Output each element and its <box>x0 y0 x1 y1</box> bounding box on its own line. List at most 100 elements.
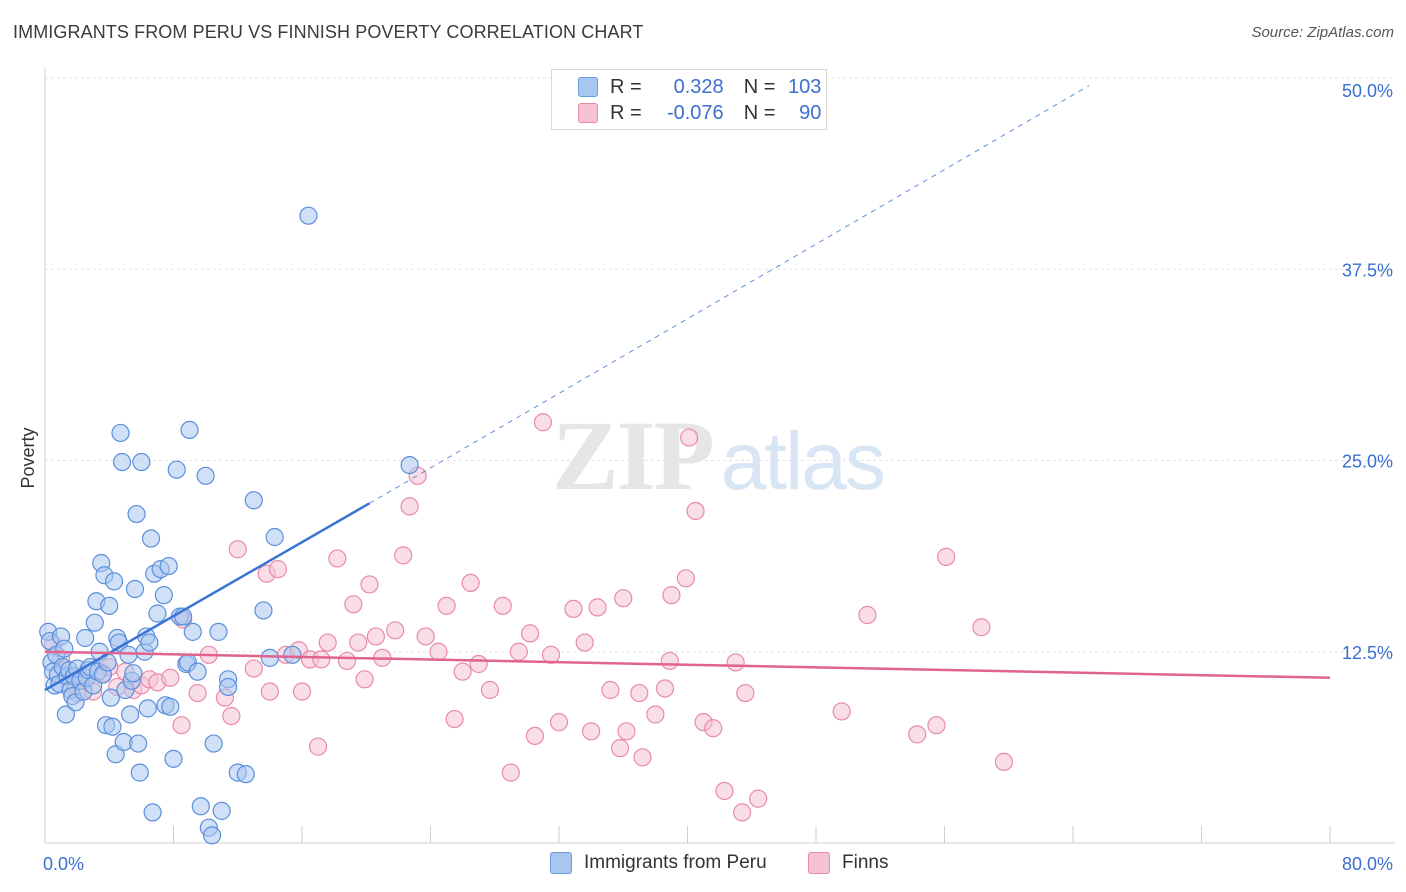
finns-point <box>549 713 569 732</box>
peru-point <box>244 491 263 510</box>
finns-point <box>416 627 435 646</box>
finns-point <box>726 653 745 672</box>
peru-point <box>283 645 302 664</box>
bottom-legend-finns: Finns <box>808 852 888 874</box>
legend-swatch-blue <box>578 77 598 97</box>
finns-point <box>736 683 755 703</box>
y-tick-label: 25.0% <box>1342 452 1393 472</box>
finns-point <box>222 706 241 726</box>
legend-row-peru: R = 0.328 N = 103 <box>578 75 821 99</box>
peru-point <box>260 648 279 667</box>
finns-point <box>337 651 357 671</box>
peru-point <box>101 688 120 707</box>
finns-point <box>493 596 512 615</box>
peru-point <box>236 765 255 784</box>
grid <box>45 77 1395 653</box>
peru-point <box>111 423 130 443</box>
peru-point <box>112 452 132 472</box>
stats-legend: R = 0.328 N = 103 R = -0.076 N = 90 <box>551 69 827 130</box>
legend-n-value: 90 <box>799 101 822 124</box>
finns-point <box>355 670 374 689</box>
finns-point <box>366 627 385 646</box>
finns-point <box>453 662 472 681</box>
finns-point <box>480 680 500 700</box>
finns-point <box>633 748 652 767</box>
finns-point <box>749 789 768 808</box>
finns-point <box>461 573 480 593</box>
peru-point <box>103 717 122 736</box>
finns-point <box>662 586 681 605</box>
peru-point <box>167 460 186 479</box>
finns-point <box>680 428 699 447</box>
finns-point <box>312 650 331 669</box>
finns-point <box>161 668 180 687</box>
finns-point <box>292 682 312 701</box>
legend-n-label: N = <box>743 75 776 98</box>
finns-point <box>994 752 1014 772</box>
finns-point <box>400 497 419 516</box>
axes <box>44 68 1395 844</box>
finns-point <box>575 633 594 652</box>
finns-point <box>244 659 263 678</box>
peru-trendline-dashed <box>369 85 1090 504</box>
peru-point <box>196 466 215 485</box>
peru-trendline <box>44 502 371 692</box>
peru-point <box>76 628 95 648</box>
finns-point <box>469 654 488 674</box>
peru-point <box>125 579 145 599</box>
peru-point <box>104 572 124 591</box>
peru-point <box>204 734 223 753</box>
finns-point <box>308 737 328 756</box>
finns-point <box>937 547 956 566</box>
peru-point <box>138 699 157 718</box>
finns-point <box>704 719 723 738</box>
finns-point <box>686 501 705 521</box>
bottom-swatch-blue <box>550 852 572 874</box>
finns-trendline <box>44 650 1331 680</box>
bottom-swatch-pink <box>808 852 830 874</box>
peru-point <box>56 705 75 724</box>
y-tick-label: 50.0% <box>1342 81 1393 101</box>
finns-point <box>349 633 368 652</box>
source-label: Source: ZipAtlas.com <box>1251 24 1394 41</box>
peru-point <box>180 420 199 439</box>
axis-labels: 12.5% 25.0% 37.5% 50.0% 0.0% 80.0% Poverty <box>18 81 1393 874</box>
peru-point <box>100 596 119 615</box>
peru-point <box>202 826 222 845</box>
peru-point <box>130 763 149 782</box>
peru-point <box>183 622 202 641</box>
finns-point <box>858 605 877 625</box>
legend-swatch-pink <box>578 103 598 123</box>
finns-point <box>328 549 347 568</box>
peru-point <box>129 734 148 753</box>
finns-point <box>630 683 649 703</box>
finns-point <box>972 618 991 637</box>
y-tick-label: 12.5% <box>1342 643 1393 663</box>
finns-point <box>429 642 448 661</box>
peru-point <box>121 705 140 724</box>
peru-point <box>154 586 173 605</box>
x-tick-label-max: 80.0% <box>1342 854 1393 874</box>
finns-point <box>564 599 583 619</box>
watermark-zip: ZIP <box>552 400 715 511</box>
peru-point <box>132 452 151 472</box>
peru-point <box>265 527 284 547</box>
peru-point <box>124 664 143 683</box>
peru-point <box>299 206 318 225</box>
legend-row-finns: R = -0.076 N = 90 <box>578 101 821 125</box>
peru-point <box>219 677 238 697</box>
finns-point <box>344 595 363 614</box>
finns-point <box>188 683 207 703</box>
peru-point <box>400 455 419 475</box>
peru-point <box>254 601 273 620</box>
finns-point <box>445 709 464 729</box>
finns-point <box>437 596 456 615</box>
legend-n-label: N = <box>743 101 776 124</box>
finns-point <box>646 705 665 724</box>
legend-r-value: -0.076 <box>666 101 724 124</box>
peru-point <box>55 639 74 658</box>
peru-point <box>159 556 178 576</box>
finns-point <box>520 624 540 643</box>
chart-title: IMMIGRANTS FROM PERU VS FINNISH POVERTY … <box>13 22 644 42</box>
